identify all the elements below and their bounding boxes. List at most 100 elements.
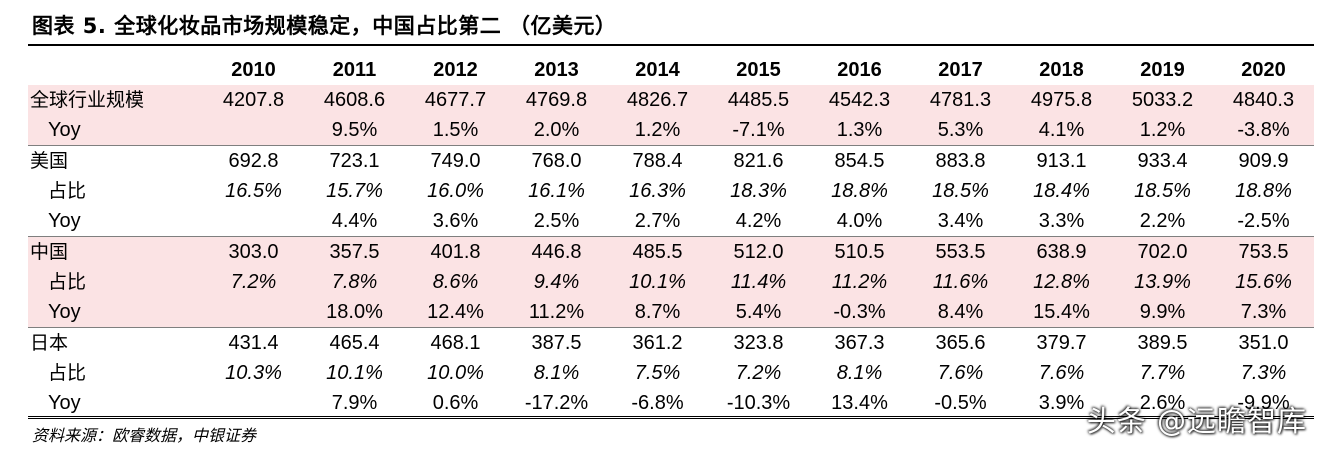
table-cell: 7.3% <box>1240 362 1287 384</box>
table-cell: 723.1 <box>304 145 405 176</box>
table-cell: 9.5% <box>304 115 405 146</box>
table-cell: 4542.3 <box>809 85 910 115</box>
table-cell: 12.8% <box>1011 267 1112 297</box>
table-cell: 8.4% <box>910 297 1011 328</box>
year-header-2020: 2020 <box>1241 58 1286 81</box>
table-cell: 512.0 <box>708 236 809 267</box>
table-cell: 2.7% <box>634 210 681 232</box>
table-cell: 387.5 <box>506 327 607 358</box>
row-label: Yoy <box>28 388 203 419</box>
table-cell: 367.3 <box>809 327 910 358</box>
table-cell: 379.7 <box>1011 327 1112 358</box>
table-cell: 5.3% <box>910 115 1011 146</box>
table-cell: 753.5 <box>1213 236 1314 267</box>
row-label: 占比 <box>48 362 87 384</box>
source-note: 资料来源：欧睿数据，中银证券 <box>32 426 257 445</box>
table-cell <box>203 115 304 146</box>
table-row: 美国 692.8 723.1 749.0 768.0 788.4 821.6 854.5 883… <box>28 145 1314 176</box>
table-cell: 2.6% <box>1112 388 1213 419</box>
table-cell: 3.6% <box>432 210 479 232</box>
table-cell: 4975.8 <box>1011 85 1112 115</box>
table-cell: 4207.8 <box>203 85 304 115</box>
table-cell: 18.3% <box>730 180 787 202</box>
table-cell: 4.0% <box>836 210 883 232</box>
row-label: 日本 <box>28 327 203 358</box>
table-cell: 323.8 <box>708 327 809 358</box>
table-cell: 10.1% <box>607 267 708 297</box>
table-cell: 18.5% <box>1134 180 1191 202</box>
table-cell: 16.1% <box>528 180 585 202</box>
table-cell: 7.6% <box>1038 362 1085 384</box>
table-cell: 11.6% <box>910 267 1011 297</box>
table-cell: -10.3% <box>708 388 809 419</box>
table-cell <box>203 206 304 237</box>
table-cell: 11.2% <box>506 297 607 328</box>
table-cell: 1.2% <box>607 115 708 146</box>
table-cell: 2.2% <box>1139 210 1186 232</box>
table-cell: 5.4% <box>708 297 809 328</box>
table-cell: 5033.2 <box>1112 85 1213 115</box>
table-cell: 11.2% <box>809 267 910 297</box>
row-label: 全球行业规模 <box>28 85 203 115</box>
year-header-2017: 2017 <box>938 58 983 81</box>
table-cell: 485.5 <box>607 236 708 267</box>
table-row: Yoy 18.0% 12.4% 11.2% 8.7% 5.4% -0.3% 8.4% 15.4%… <box>28 297 1314 328</box>
table-cell: 2.5% <box>533 210 580 232</box>
year-header-2013: 2013 <box>534 58 579 81</box>
market-size-table: 2010 2011 2012 2013 2014 2015 2016 2017 2018 2019… <box>28 54 1314 419</box>
table-cell: 18.8% <box>1235 180 1292 202</box>
header-label-cell <box>28 54 203 85</box>
table-cell: 18.0% <box>304 297 405 328</box>
table-bottom-divider <box>28 416 1314 417</box>
table-cell: 12.4% <box>405 297 506 328</box>
title-divider <box>28 44 1314 46</box>
table-cell: 1.3% <box>809 115 910 146</box>
figure-title: 图表 5. 全球化妆品市场规模稳定，中国占比第二 （亿美元） <box>32 14 617 38</box>
table-cell: 854.5 <box>809 145 910 176</box>
table-cell: -3.8% <box>1213 115 1314 146</box>
table-cell: 11.4% <box>708 267 809 297</box>
table-cell: 768.0 <box>506 145 607 176</box>
table-cell: 821.6 <box>708 145 809 176</box>
table-cell: 361.2 <box>607 327 708 358</box>
year-header-2012: 2012 <box>433 58 478 81</box>
table-row: 占比 16.5% 15.7% 16.0% 16.1% 16.3% 18.3% 18.8% 18.… <box>28 176 1314 206</box>
table-cell: 389.5 <box>1112 327 1213 358</box>
row-label: 占比 <box>48 180 87 202</box>
table-row: 中国 303.0 357.5 401.8 446.8 485.5 512.0 510.5 553… <box>28 236 1314 267</box>
table-cell: 4608.6 <box>304 85 405 115</box>
table-cell: 3.4% <box>937 210 984 232</box>
table-cell: 13.4% <box>809 388 910 419</box>
table-cell: 303.0 <box>203 236 304 267</box>
table-cell: 933.4 <box>1112 145 1213 176</box>
table-cell: 553.5 <box>910 236 1011 267</box>
table-cell: 15.6% <box>1213 267 1314 297</box>
table-cell <box>203 388 304 419</box>
table-cell: 7.8% <box>304 267 405 297</box>
row-label: 中国 <box>28 236 203 267</box>
table-cell: 4.4% <box>331 210 378 232</box>
row-label: Yoy <box>28 115 203 146</box>
table-row: Yoy 7.9% 0.6% -17.2% -6.8% -10.3% 13.4% -0.5% 3.… <box>28 388 1314 419</box>
table-cell: 749.0 <box>405 145 506 176</box>
table-cell: 7.2% <box>735 362 782 384</box>
table-row: 占比 7.2% 7.8% 8.6% 9.4% 10.1% 11.4% 11.2% 11.6% 12… <box>28 267 1314 297</box>
table-cell: 3.9% <box>1011 388 1112 419</box>
row-label: Yoy <box>28 297 203 328</box>
table-cell: 4769.8 <box>506 85 607 115</box>
table-cell: 16.0% <box>427 180 484 202</box>
year-header-2014: 2014 <box>635 58 680 81</box>
table-cell: 18.4% <box>1033 180 1090 202</box>
table-cell: 7.9% <box>304 388 405 419</box>
table-body: 全球行业规模 4207.8 4608.6 4677.7 4769.8 4826.7 4485… <box>28 85 1314 419</box>
table-cell: 7.2% <box>203 267 304 297</box>
table-cell: 357.5 <box>304 236 405 267</box>
table-cell: -2.5% <box>1237 210 1290 232</box>
year-header-2019: 2019 <box>1140 58 1185 81</box>
table-cell: 10.0% <box>427 362 484 384</box>
table-cell: -6.8% <box>607 388 708 419</box>
table-cell: 4677.7 <box>405 85 506 115</box>
table-cell: 913.1 <box>1011 145 1112 176</box>
table-cell: 4.2% <box>735 210 782 232</box>
table-cell: 4485.5 <box>708 85 809 115</box>
